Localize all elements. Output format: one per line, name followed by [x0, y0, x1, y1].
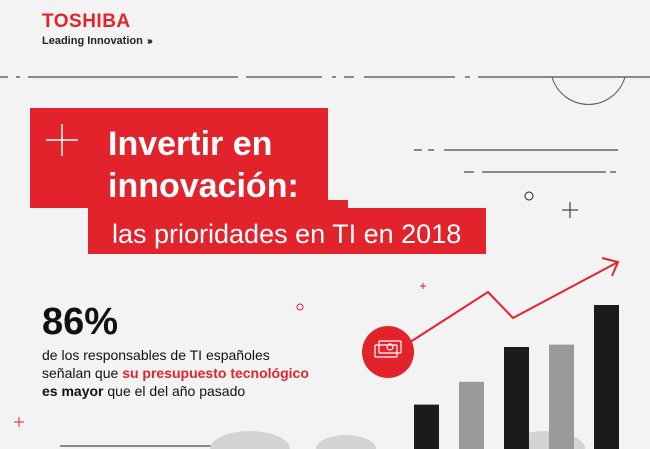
chart-bar — [504, 347, 529, 449]
brand-name: TOSHIBA — [42, 11, 131, 32]
chart-bar — [594, 305, 619, 449]
money-icon — [362, 326, 414, 378]
toshiba-logo: TOSHIBA Leading Innovation ››› — [42, 11, 153, 48]
title-block-2b — [88, 200, 348, 210]
title-block-1 — [30, 108, 328, 208]
stat-highlight: su presupuesto tecnológico — [122, 365, 309, 381]
chart-bar — [549, 344, 574, 449]
stat-description: de los responsables de TI españoles seña… — [42, 346, 342, 400]
title-line-1: Invertir en — [108, 125, 273, 163]
stat-value: 86% — [42, 301, 119, 343]
chart-bar — [459, 381, 484, 449]
stat-text-2: señalan que — [42, 365, 123, 381]
stat-text-1: de los responsables de TI españoles — [42, 347, 270, 363]
title-line-3: las prioridades en TI en 2018 — [112, 219, 462, 249]
stat-text-3: que el del año pasado — [103, 383, 246, 399]
title-line-2: innovación: — [108, 167, 299, 205]
title-block-2 — [88, 208, 486, 254]
brand-tagline: Leading Innovation ››› — [42, 35, 153, 47]
growth-arrow-icon — [389, 261, 619, 356]
stat-bold: es mayor — [42, 383, 104, 399]
tagline-text: Leading Innovation — [42, 35, 143, 47]
chevrons-icon: ››› — [146, 35, 153, 47]
plus-icon — [46, 124, 78, 156]
chart-bar — [414, 404, 439, 449]
